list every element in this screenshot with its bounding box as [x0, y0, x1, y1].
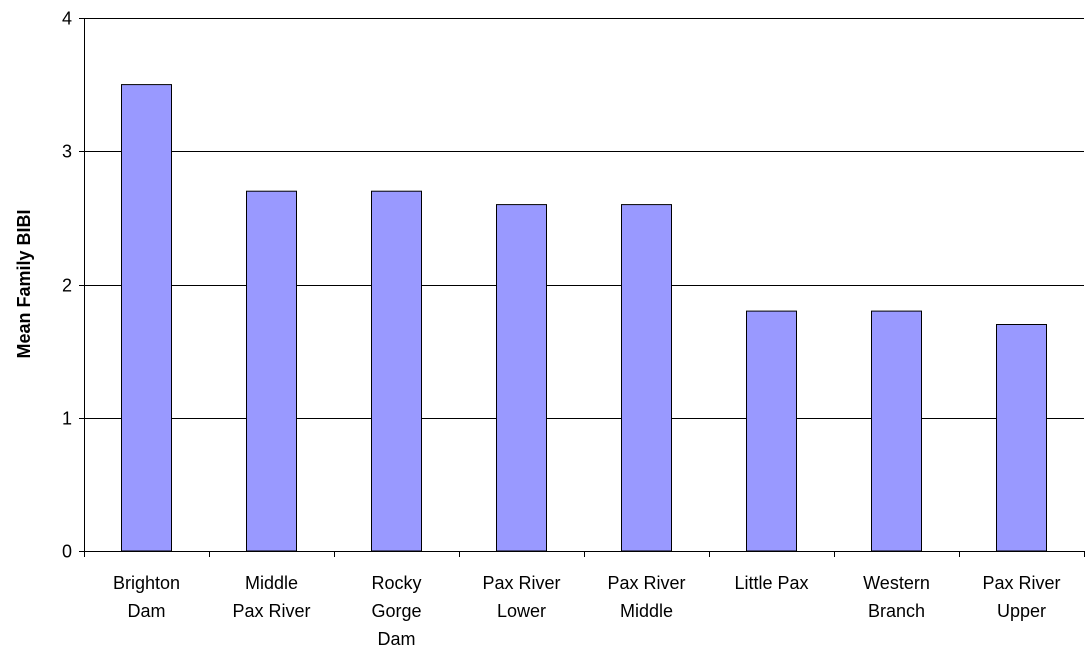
bar: [496, 204, 547, 552]
x-category-label-line: Upper: [997, 601, 1046, 621]
bar: [871, 310, 922, 552]
x-category-label: Rocky Gorge Dam: [371, 573, 421, 649]
x-category-label-line: Rocky: [371, 573, 421, 593]
x-category-label: Brighton Dam: [113, 573, 180, 621]
x-category-label-line: Western: [863, 573, 930, 593]
y-axis-title: Mean Family BIBI: [14, 209, 34, 358]
x-category-labels: Brighton Dam Middle Pax River Rocky Gorge Dam P…: [113, 573, 1061, 649]
x-category-label-line: Dam: [127, 601, 165, 621]
x-category-label: Pax River Upper: [982, 573, 1060, 621]
x-category-label-line: Pax River: [482, 573, 560, 593]
bar: [246, 190, 297, 552]
x-category-label-line: Brighton: [113, 573, 180, 593]
x-category-label-line: Pax River: [607, 573, 685, 593]
x-category-label-line: Middle: [620, 601, 673, 621]
axes: [79, 18, 1085, 557]
y-tick-label: 4: [62, 9, 72, 29]
x-category-label-line: Dam: [377, 629, 415, 649]
y-tick-labels: 0 1 2 3 4: [62, 9, 72, 562]
x-category-label: Western Branch: [863, 573, 930, 621]
x-category-label: Little Pax: [734, 573, 808, 593]
y-tick-label: 3: [62, 142, 72, 162]
x-category-label-line: Pax River: [982, 573, 1060, 593]
x-category-label-line: Middle: [245, 573, 298, 593]
bar: [621, 204, 672, 552]
bar: [746, 310, 797, 552]
bar: [121, 84, 172, 552]
bar: [996, 324, 1047, 552]
x-category-label-line: Gorge: [371, 601, 421, 621]
gridlines: [84, 18, 1084, 419]
x-category-label: Pax River Middle: [607, 573, 685, 621]
x-category-label-line: Lower: [497, 601, 546, 621]
y-tick-label: 0: [62, 542, 72, 562]
x-category-label-line: Branch: [868, 601, 925, 621]
x-category-label: Middle Pax River: [232, 573, 310, 621]
x-category-label-line: Pax River: [232, 601, 310, 621]
bar: [371, 190, 422, 552]
y-tick-label: 1: [62, 409, 72, 429]
x-category-label-line: Little Pax: [734, 573, 808, 593]
x-category-label: Pax River Lower: [482, 573, 560, 621]
bars: [121, 84, 1047, 552]
y-tick-label: 2: [62, 276, 72, 296]
